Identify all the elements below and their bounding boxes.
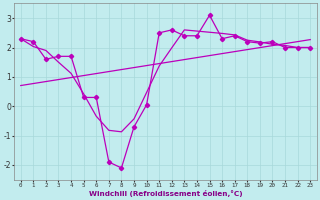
X-axis label: Windchill (Refroidissement éolien,°C): Windchill (Refroidissement éolien,°C) [89, 190, 242, 197]
